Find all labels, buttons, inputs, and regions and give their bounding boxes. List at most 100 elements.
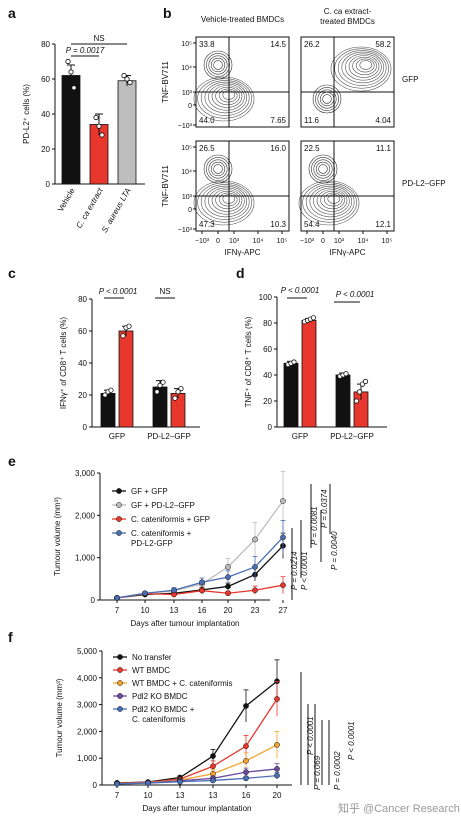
- y-axis-title: TNF-BV711: [161, 61, 170, 103]
- x-axis-title: Days after tumour implantation: [143, 804, 252, 813]
- density-contour: [218, 192, 238, 207]
- y-axis-title-a: PD-L2⁺ cells (%): [22, 84, 31, 144]
- density-contour: [313, 159, 333, 179]
- data-point: [310, 315, 317, 321]
- density-contour: [208, 187, 245, 215]
- data-point: [93, 114, 99, 121]
- p-value-label: P < 0.0001: [281, 286, 320, 295]
- data-point: [124, 76, 130, 82]
- row-label: GFP: [402, 75, 418, 84]
- density-contour: [200, 80, 250, 116]
- y-tick-label: 3,000: [77, 701, 98, 710]
- density-contour: [315, 161, 331, 177]
- p-value-label: P = 0.0040: [330, 531, 339, 570]
- density-contour: [315, 87, 339, 111]
- x-tick-label: GFP: [109, 432, 125, 441]
- x-tick-label: C. ca extract: [74, 186, 105, 230]
- panel-letter-f: f: [8, 629, 13, 645]
- series-marker-1: [210, 763, 216, 770]
- y-tick-label: 1,000: [77, 754, 98, 763]
- series-marker-1: [280, 498, 286, 504]
- legend-marker: [117, 654, 123, 660]
- x-tick-label: −10³: [300, 238, 315, 245]
- quadrant-value-tl: 26.5: [199, 144, 215, 153]
- quadrant-value-bl: 11.6: [304, 116, 320, 125]
- data-point: [99, 132, 105, 138]
- x-tick-label: 7: [115, 791, 120, 800]
- density-contour: [213, 164, 223, 174]
- y-tick-label-a: 20: [41, 145, 50, 154]
- series-marker-2: [199, 587, 205, 594]
- density-contour: [352, 56, 377, 76]
- x-tick-label: 13: [170, 606, 179, 615]
- density-contour: [334, 48, 389, 89]
- y-axis-title: Tumour volume (mm³): [55, 678, 64, 757]
- x-tick-label: 10⁵: [382, 238, 393, 245]
- y-tick-label: 5,000: [77, 647, 98, 656]
- series-marker-4: [145, 780, 151, 786]
- x-tick-label: 20: [273, 791, 282, 800]
- y-axis-title: TNF-BV711: [161, 165, 170, 207]
- density-contour: [218, 88, 238, 103]
- data-point: [160, 379, 166, 385]
- data-point: [154, 389, 160, 395]
- x-tick-label: Vehicle: [56, 186, 77, 213]
- x-tick-label: 23: [251, 606, 260, 615]
- x-axis-title: Days after tumour implantation: [131, 619, 240, 628]
- density-contour: [215, 190, 240, 210]
- series-marker-2: [280, 582, 286, 589]
- y-tick-label: 3,000: [75, 469, 96, 478]
- legend-marker: [117, 680, 123, 686]
- panel-letter-d: d: [236, 265, 245, 281]
- y-tick-label-a: 80: [41, 40, 50, 49]
- series-marker-3: [171, 587, 177, 594]
- row-label: PD-L2–GFP: [402, 179, 446, 188]
- y-tick-label: 10⁴: [181, 65, 192, 72]
- p-value-label: P < 0.0001: [99, 287, 138, 296]
- density-contour: [312, 84, 342, 114]
- quadrant-value-tl: 22.5: [304, 144, 320, 153]
- series-marker-2: [252, 587, 258, 594]
- legend-marker: [116, 530, 122, 536]
- legend-label: Pdl2 KO BMDC +: [132, 705, 195, 714]
- quadrant-value-tl: 26.2: [304, 40, 320, 49]
- y-tick-label-c: 0: [83, 423, 88, 432]
- series-marker-0: [210, 753, 216, 759]
- density-contour: [203, 154, 233, 184]
- data-point: [121, 72, 127, 79]
- data-point: [157, 382, 163, 388]
- x-tick-label: 10⁵: [277, 238, 288, 245]
- data-point: [127, 79, 133, 86]
- y-tick-label-c: 40: [78, 359, 87, 368]
- series-marker-3: [274, 766, 280, 772]
- density-contour: [204, 81, 248, 114]
- density-contour: [345, 53, 382, 81]
- column-title: Vehicle-treated BMDCs: [201, 15, 284, 24]
- series-marker-0: [225, 583, 231, 590]
- legend-label: C. cateniformis + GFP: [131, 515, 210, 524]
- legend-marker: [117, 706, 123, 712]
- y-tick-label: 2,000: [75, 511, 96, 520]
- p-value-label: P < 0.0001: [336, 290, 375, 299]
- legend-label: GF + PD-L2–GFP: [131, 501, 195, 510]
- x-tick-label: 10⁴: [358, 238, 369, 245]
- p-value-label: P < 0.0001: [347, 721, 356, 760]
- watermark: 知乎 @Cancer Research: [338, 801, 460, 815]
- y-tick-label-d: 0: [268, 423, 273, 432]
- series-marker-4: [210, 777, 216, 784]
- data-point: [175, 389, 181, 395]
- density-contour: [298, 180, 360, 226]
- data-point: [356, 389, 363, 395]
- bar-black-1: [335, 374, 351, 428]
- legend-label: WT BMDC: [132, 666, 170, 675]
- legend-marker: [117, 667, 123, 673]
- density-contour: [197, 182, 252, 223]
- density-contour: [208, 55, 228, 75]
- legend-label: C. cateniformis +: [131, 529, 192, 538]
- legend-label: No transfer: [132, 653, 172, 662]
- density-contour: [203, 50, 233, 80]
- y-tick-label: −10³: [178, 227, 193, 234]
- density-contour: [330, 46, 392, 92]
- data-point: [126, 323, 132, 329]
